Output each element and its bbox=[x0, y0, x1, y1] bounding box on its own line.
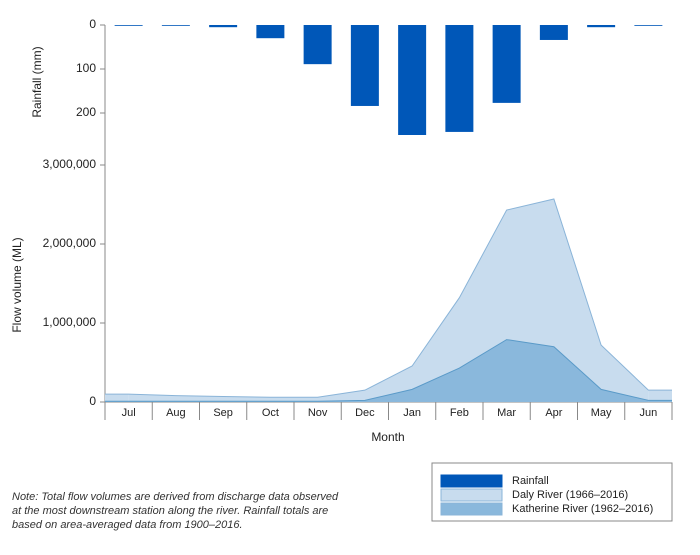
x-tick-label: Jul bbox=[122, 407, 136, 419]
y-tick-label: 1,000,000 bbox=[43, 315, 97, 329]
bar bbox=[398, 25, 427, 135]
x-tick-label: May bbox=[591, 407, 612, 419]
area-edge bbox=[648, 390, 672, 402]
y-tick-label: 0 bbox=[89, 17, 96, 31]
x-tick-label: Jan bbox=[403, 407, 421, 419]
x-axis-title: Month bbox=[371, 430, 404, 444]
bar bbox=[350, 25, 379, 106]
legend-swatch bbox=[440, 474, 503, 488]
area-outline bbox=[105, 198, 672, 398]
y-tick-label: 3,000,000 bbox=[43, 157, 97, 171]
x-tick-label: Dec bbox=[355, 407, 375, 419]
y-axis-title: Flow volume (ML) bbox=[10, 237, 24, 332]
y-axis-title: Rainfall (mm) bbox=[30, 46, 44, 117]
x-tick-label: Mar bbox=[497, 407, 516, 419]
bar bbox=[587, 25, 616, 28]
bar bbox=[161, 25, 190, 26]
x-tick-label: Jun bbox=[640, 407, 658, 419]
bar bbox=[492, 25, 521, 103]
y-tick-label: 100 bbox=[76, 61, 96, 75]
note: Note: Total flow volumes are derived fro… bbox=[12, 491, 339, 503]
legend-swatch bbox=[440, 488, 503, 502]
y-tick-label: 200 bbox=[76, 105, 96, 119]
bar bbox=[303, 25, 332, 65]
bar bbox=[445, 25, 474, 132]
x-tick-label: Feb bbox=[450, 407, 469, 419]
note: at the most downstream station along the… bbox=[12, 505, 328, 517]
area-edge bbox=[105, 394, 129, 402]
x-tick-label: Aug bbox=[166, 407, 186, 419]
bar bbox=[634, 25, 663, 26]
legend-swatch bbox=[440, 502, 503, 516]
bar bbox=[114, 25, 143, 26]
bar bbox=[256, 25, 285, 39]
y-tick-label: 2,000,000 bbox=[43, 236, 97, 250]
legend-label: Daly River (1966–2016) bbox=[512, 489, 628, 501]
legend-label: Rainfall bbox=[512, 475, 549, 487]
x-tick-label: Nov bbox=[308, 407, 328, 419]
area-outline bbox=[105, 339, 672, 402]
note: based on area-averaged data from 1900–20… bbox=[12, 519, 243, 531]
area bbox=[128, 339, 649, 402]
x-tick-label: Apr bbox=[545, 407, 562, 419]
legend-label: Katherine River (1962–2016) bbox=[512, 503, 653, 515]
x-tick-label: Oct bbox=[262, 407, 279, 419]
y-tick-label: 0 bbox=[89, 394, 96, 408]
x-tick-label: Sep bbox=[213, 407, 233, 419]
bar bbox=[209, 25, 238, 28]
bar bbox=[539, 25, 568, 40]
